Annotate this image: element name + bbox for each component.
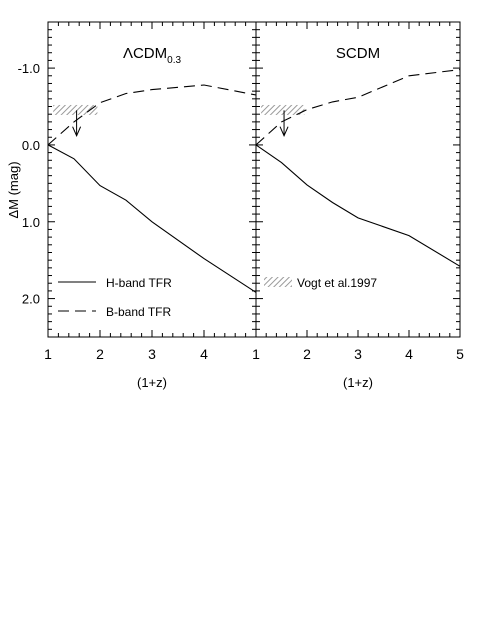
- x-axis-label: (1+z): [343, 375, 373, 390]
- y-tick-label: 1.0: [22, 215, 40, 230]
- x-tick-label: 4: [405, 346, 413, 362]
- x-axis-label: (1+z): [137, 375, 167, 390]
- legend-label: H-band TFR: [106, 276, 172, 290]
- y-axis-label: ΔM (mag): [6, 161, 21, 218]
- y-tick-label: 0.0: [22, 138, 40, 153]
- legend-hatch-swatch: [264, 277, 292, 287]
- panel-2: 1 2 3 4 5 (1+z) SCDM Vogt et al.1997: [252, 21, 464, 390]
- x-tick-label: 5: [456, 346, 464, 362]
- legend-label: Vogt et al.1997: [297, 276, 377, 290]
- panel-title: ΛCDM0.3: [123, 45, 182, 66]
- x-tick-label: 2: [96, 346, 104, 362]
- arrow-head: [279, 126, 289, 137]
- series-line-h-band-tfr: [255, 144, 461, 267]
- x-tick-label: 1: [44, 346, 52, 362]
- series-line-b-band-tfr: [255, 69, 461, 146]
- y-tick-label: -1.0: [18, 61, 40, 76]
- panel-title: SCDM: [336, 45, 380, 62]
- series-line-b-band-tfr: [47, 84, 257, 146]
- x-tick-label: 3: [148, 346, 156, 362]
- x-tick-label: 4: [200, 346, 208, 362]
- arrow-head: [72, 126, 82, 137]
- legend-label: B-band TFR: [106, 305, 171, 319]
- panel-1: 1 2 3 4 -1.0 0.0 1.0 2.0 (1+z) ΛCDM0.3 H-band TFR B…: [18, 21, 257, 390]
- y-tick-label: 2.0: [22, 292, 40, 307]
- x-tick-label: 2: [303, 346, 311, 362]
- panel-title-subscript: 0.3: [167, 55, 181, 66]
- x-tick-label: 3: [354, 346, 362, 362]
- series-line-h-band-tfr: [47, 144, 257, 293]
- vogt-box: [53, 104, 98, 115]
- x-tick-label: 1: [252, 346, 260, 362]
- vogt-box: [261, 104, 305, 115]
